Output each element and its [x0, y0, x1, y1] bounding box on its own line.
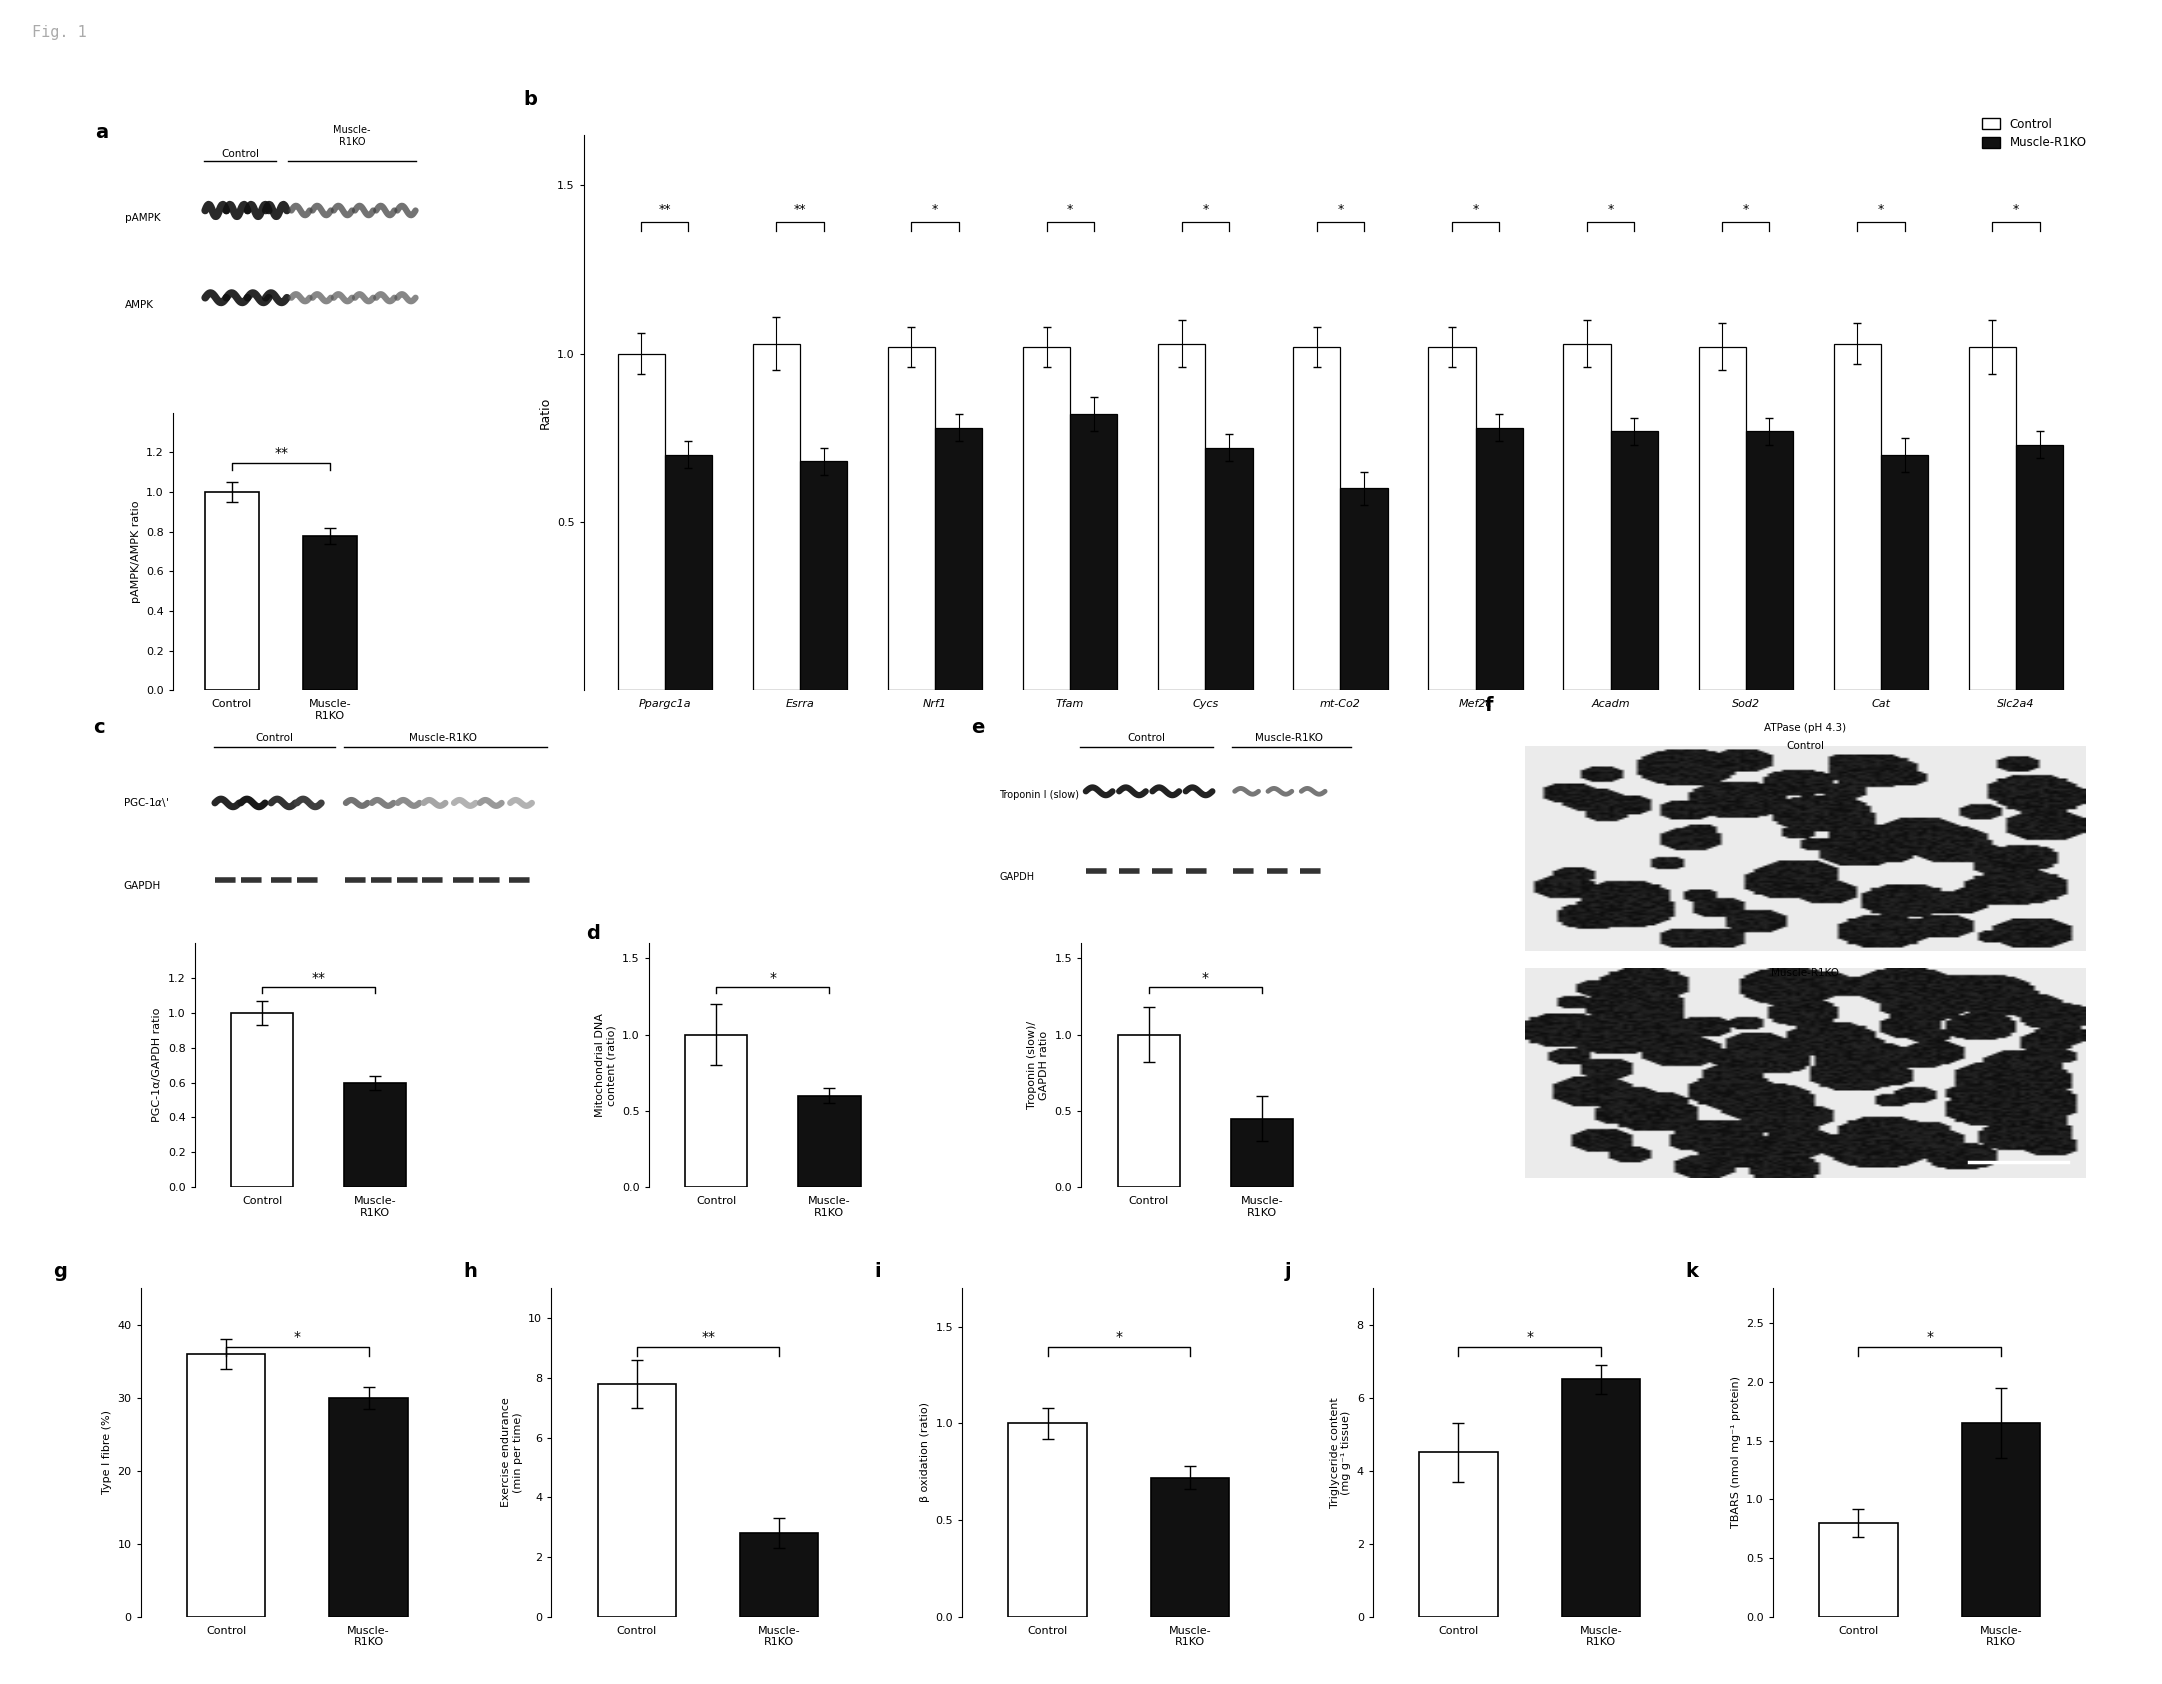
Bar — [1159, 344, 1206, 690]
Text: *: * — [1338, 202, 1343, 216]
Bar — [597, 1384, 677, 1617]
Bar — [329, 1398, 409, 1617]
Bar — [1023, 347, 1070, 690]
Text: GAPDH: GAPDH — [123, 881, 160, 891]
Bar — [2017, 445, 2063, 690]
Y-axis label: Exercise endurance
(min per time): Exercise endurance (min per time) — [502, 1398, 523, 1507]
Y-axis label: Triglyceride content
(mg g⁻¹ tissue): Triglyceride content (mg g⁻¹ tissue) — [1330, 1398, 1351, 1507]
Y-axis label: Ratio: Ratio — [538, 396, 551, 429]
Bar — [231, 1012, 294, 1187]
Bar — [1150, 1477, 1230, 1617]
Text: pAMPK: pAMPK — [125, 212, 160, 222]
Text: h: h — [463, 1261, 478, 1282]
Text: d: d — [586, 923, 601, 943]
Text: ATPase (pH 4.3): ATPase (pH 4.3) — [1764, 722, 1846, 733]
Text: AMPK: AMPK — [125, 300, 154, 310]
Bar — [1340, 488, 1388, 690]
Bar — [186, 1354, 266, 1617]
Bar — [889, 347, 936, 690]
Text: Troponin I (slow): Troponin I (slow) — [999, 790, 1079, 800]
Text: Control: Control — [221, 148, 259, 158]
Bar — [1747, 431, 1792, 690]
Text: *: * — [1202, 970, 1209, 985]
Bar — [1561, 1379, 1641, 1617]
Text: *: * — [932, 202, 938, 216]
Y-axis label: Type I fibre (%): Type I fibre (%) — [102, 1411, 112, 1494]
Text: **: ** — [700, 1330, 716, 1344]
Text: j: j — [1284, 1261, 1291, 1282]
Text: Muscle-R1KO: Muscle-R1KO — [409, 733, 478, 743]
Text: **: ** — [659, 202, 670, 216]
Text: *: * — [1068, 202, 1072, 216]
Bar — [1881, 455, 1929, 690]
Bar — [1070, 414, 1118, 690]
Bar — [685, 1034, 748, 1187]
Text: Muscle-R1KO: Muscle-R1KO — [1771, 968, 1840, 978]
Bar — [800, 461, 848, 690]
Bar — [739, 1532, 819, 1617]
Y-axis label: TBARS (nmol mg⁻¹ protein): TBARS (nmol mg⁻¹ protein) — [1730, 1376, 1740, 1529]
Text: i: i — [873, 1261, 880, 1282]
Y-axis label: pAMPK/AMPK ratio: pAMPK/AMPK ratio — [130, 500, 141, 603]
Text: **: ** — [275, 446, 288, 460]
Text: **: ** — [793, 202, 806, 216]
Text: *: * — [2013, 202, 2019, 216]
Text: b: b — [523, 91, 536, 109]
Bar — [798, 1096, 860, 1187]
Text: Muscle-
R1KO: Muscle- R1KO — [333, 125, 370, 147]
Y-axis label: Mitochondrial DNA
content (ratio): Mitochondrial DNA content (ratio) — [595, 1014, 616, 1116]
Text: *: * — [1116, 1330, 1122, 1344]
Bar — [1418, 1452, 1498, 1617]
Bar — [1206, 448, 1252, 690]
Text: Fig. 1: Fig. 1 — [32, 25, 86, 40]
Text: *: * — [1926, 1330, 1933, 1344]
Text: c: c — [93, 717, 104, 736]
Text: *: * — [770, 970, 776, 985]
Text: Control: Control — [1786, 741, 1825, 751]
Text: f: f — [1483, 695, 1492, 716]
Text: *: * — [1609, 202, 1613, 216]
Bar — [936, 428, 982, 690]
Bar — [1007, 1423, 1087, 1617]
Bar — [1293, 347, 1340, 690]
Bar — [618, 354, 666, 690]
Y-axis label: PGC-1α/GAPDH ratio: PGC-1α/GAPDH ratio — [151, 1009, 162, 1122]
Text: k: k — [1684, 1261, 1697, 1282]
Bar — [752, 344, 800, 690]
Bar — [1833, 344, 1881, 690]
Text: *: * — [1743, 202, 1749, 216]
Bar — [1961, 1423, 2041, 1617]
Bar — [666, 455, 711, 690]
Text: **: ** — [311, 970, 326, 985]
Text: *: * — [1472, 202, 1479, 216]
Legend: Control, Muscle-R1KO: Control, Muscle-R1KO — [1978, 113, 2091, 155]
Text: PGC-1$\alpha$\': PGC-1$\alpha$\' — [123, 797, 169, 810]
Bar — [1818, 1522, 1898, 1617]
Bar — [1970, 347, 2015, 690]
Bar — [205, 492, 259, 690]
Text: *: * — [1526, 1330, 1533, 1344]
Bar — [1230, 1118, 1293, 1187]
Text: *: * — [1879, 202, 1883, 216]
Text: g: g — [52, 1261, 67, 1282]
Bar — [1477, 428, 1522, 690]
Text: *: * — [1202, 202, 1209, 216]
Text: *: * — [294, 1330, 301, 1344]
Text: Control: Control — [255, 733, 294, 743]
Bar — [1118, 1034, 1180, 1187]
Text: a: a — [95, 123, 108, 141]
Text: e: e — [971, 717, 984, 736]
Text: Control: Control — [1129, 733, 1165, 743]
Y-axis label: Troponin (slow)/
GAPDH ratio: Troponin (slow)/ GAPDH ratio — [1027, 1021, 1049, 1110]
Bar — [1611, 431, 1658, 690]
Y-axis label: β oxidation (ratio): β oxidation (ratio) — [919, 1403, 930, 1502]
Bar — [303, 536, 357, 690]
Bar — [1563, 344, 1611, 690]
Text: Muscle-R1KO: Muscle-R1KO — [1256, 733, 1323, 743]
Bar — [1429, 347, 1477, 690]
Bar — [1699, 347, 1747, 690]
Text: GAPDH: GAPDH — [999, 872, 1033, 881]
Bar — [344, 1083, 406, 1187]
